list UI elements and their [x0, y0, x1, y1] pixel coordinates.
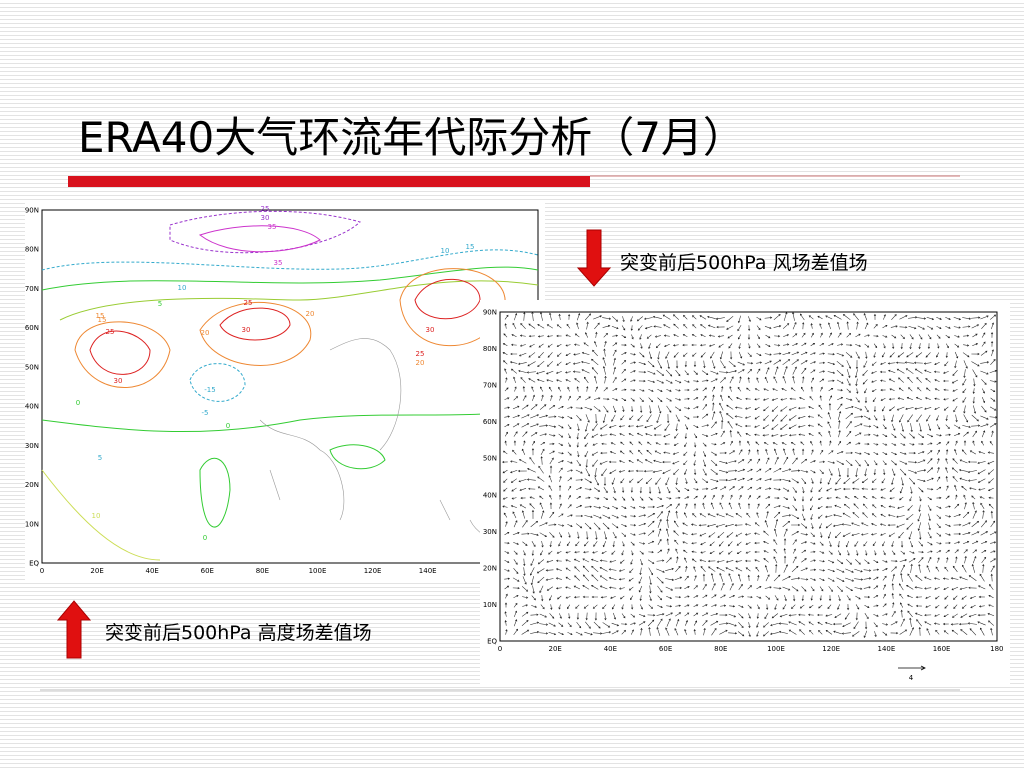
y-tick-label: 20N [483, 564, 497, 572]
contour [219, 307, 291, 341]
coastlines [259, 338, 521, 551]
x-tick-label: 0 [498, 645, 502, 653]
contour-label: 25 [261, 205, 270, 213]
contour-label: 15 [96, 312, 105, 320]
title-bar [68, 176, 590, 187]
x-tick-label: 0 [40, 567, 44, 575]
wind-map: 4 90N 80N 70N 60N 50N 40N 30N 20N 10N EQ0 20E 40E 60… [483, 309, 1004, 683]
contour [199, 301, 312, 366]
contour [198, 225, 321, 253]
wind-vectors [502, 311, 998, 638]
contour-label: 15 [98, 316, 107, 324]
contour-label: 30 [114, 377, 123, 385]
x-tick-label: 140E [878, 645, 896, 653]
contour-label: 35 [268, 223, 277, 231]
contour-label: 20 [201, 329, 210, 337]
map-frame [499, 311, 998, 642]
contour [59, 280, 539, 321]
contour-label: 30 [242, 326, 251, 334]
contour [169, 210, 361, 254]
contour [189, 363, 246, 402]
y-tick-label: EQ [487, 638, 497, 646]
y-tick-label: EQ [29, 560, 39, 568]
up-arrow [56, 600, 92, 659]
height-caption: 突变前后500hPa 高度场差值场 [105, 622, 372, 644]
contour-label: 0 [226, 422, 230, 430]
y-tick-label: 90N [483, 309, 497, 317]
y-tick-label: 80N [25, 246, 39, 254]
y-tick-label: 60N [25, 324, 39, 332]
contour [89, 330, 151, 375]
y-tick-label: 10N [25, 520, 39, 528]
wind-caption: 突变前后500hPa 风场差值场 [620, 252, 868, 274]
contour-label: 10 [92, 512, 101, 520]
y-tick-label: 10N [483, 601, 497, 609]
contour-label: 5 [98, 454, 102, 462]
y-tick-label: 40N [483, 491, 497, 499]
scale-arrow-head [920, 665, 926, 671]
y-tick-label: 30N [483, 528, 497, 536]
height-map-panel [25, 203, 545, 580]
y-tick-label: 60N [483, 418, 497, 426]
y-tick-label: 20N [25, 481, 39, 489]
y-tick-label: 50N [25, 363, 39, 371]
down-arrow [576, 229, 612, 287]
y-tick-label: 70N [483, 382, 497, 390]
x-tick-label: 20E [549, 645, 562, 653]
x-tick-label: 100E [309, 567, 327, 575]
x-tick-label: 40E [604, 645, 617, 653]
x-tick-label: 80E [714, 645, 727, 653]
x-tick-label: 100E [767, 645, 785, 653]
contour-label: -15 [204, 386, 215, 394]
contour-label: 25 [416, 350, 425, 358]
contour-label: 0 [203, 534, 207, 542]
contour-label: 30 [261, 214, 270, 222]
contour-label: 20 [416, 359, 425, 367]
y-tick-label: 30N [25, 442, 39, 450]
contour-label: 10 [178, 284, 187, 292]
contour [41, 249, 539, 271]
x-tick-label: 20E [90, 567, 103, 575]
contour [74, 321, 171, 388]
contour-label: -5 [202, 409, 209, 417]
contour-label: 5 [158, 300, 162, 308]
y-tick-label: 40N [25, 403, 39, 411]
x-tick-label: 160E [933, 645, 951, 653]
contour-label: 25 [106, 328, 115, 336]
contour [41, 266, 539, 291]
x-tick-label: 60E [201, 567, 214, 575]
scale-label: 4 [909, 674, 914, 682]
x-tick-label: 180 [990, 645, 1003, 653]
coastline [259, 338, 521, 551]
y-tick-label: 90N [25, 207, 39, 215]
contour-label: 15 [466, 243, 475, 251]
contour-label: 35 [274, 259, 283, 267]
y-tick-label: 80N [483, 345, 497, 353]
x-tick-label: 60E [659, 645, 672, 653]
x-tick-label: 140E [419, 567, 437, 575]
contour-label: 25 [244, 299, 253, 307]
x-tick-label: 120E [364, 567, 382, 575]
y-tick-label: 70N [25, 285, 39, 293]
contour-label: 30 [426, 326, 435, 334]
contour-label: 10 [441, 247, 450, 255]
contour [329, 444, 386, 470]
title: ERA40大气环流年代际分析（7月） [78, 113, 745, 162]
wind-map-panel [480, 300, 1010, 686]
x-tick-label: 120E [822, 645, 840, 653]
x-tick-label: 40E [146, 567, 159, 575]
contour-label: 0 [76, 399, 80, 407]
y-tick-label: 50N [483, 455, 497, 463]
contour [41, 469, 161, 561]
contour-label: 20 [306, 310, 315, 318]
x-tick-label: 80E [256, 567, 269, 575]
contours [41, 210, 539, 561]
contour [199, 458, 231, 528]
contour [41, 409, 539, 433]
